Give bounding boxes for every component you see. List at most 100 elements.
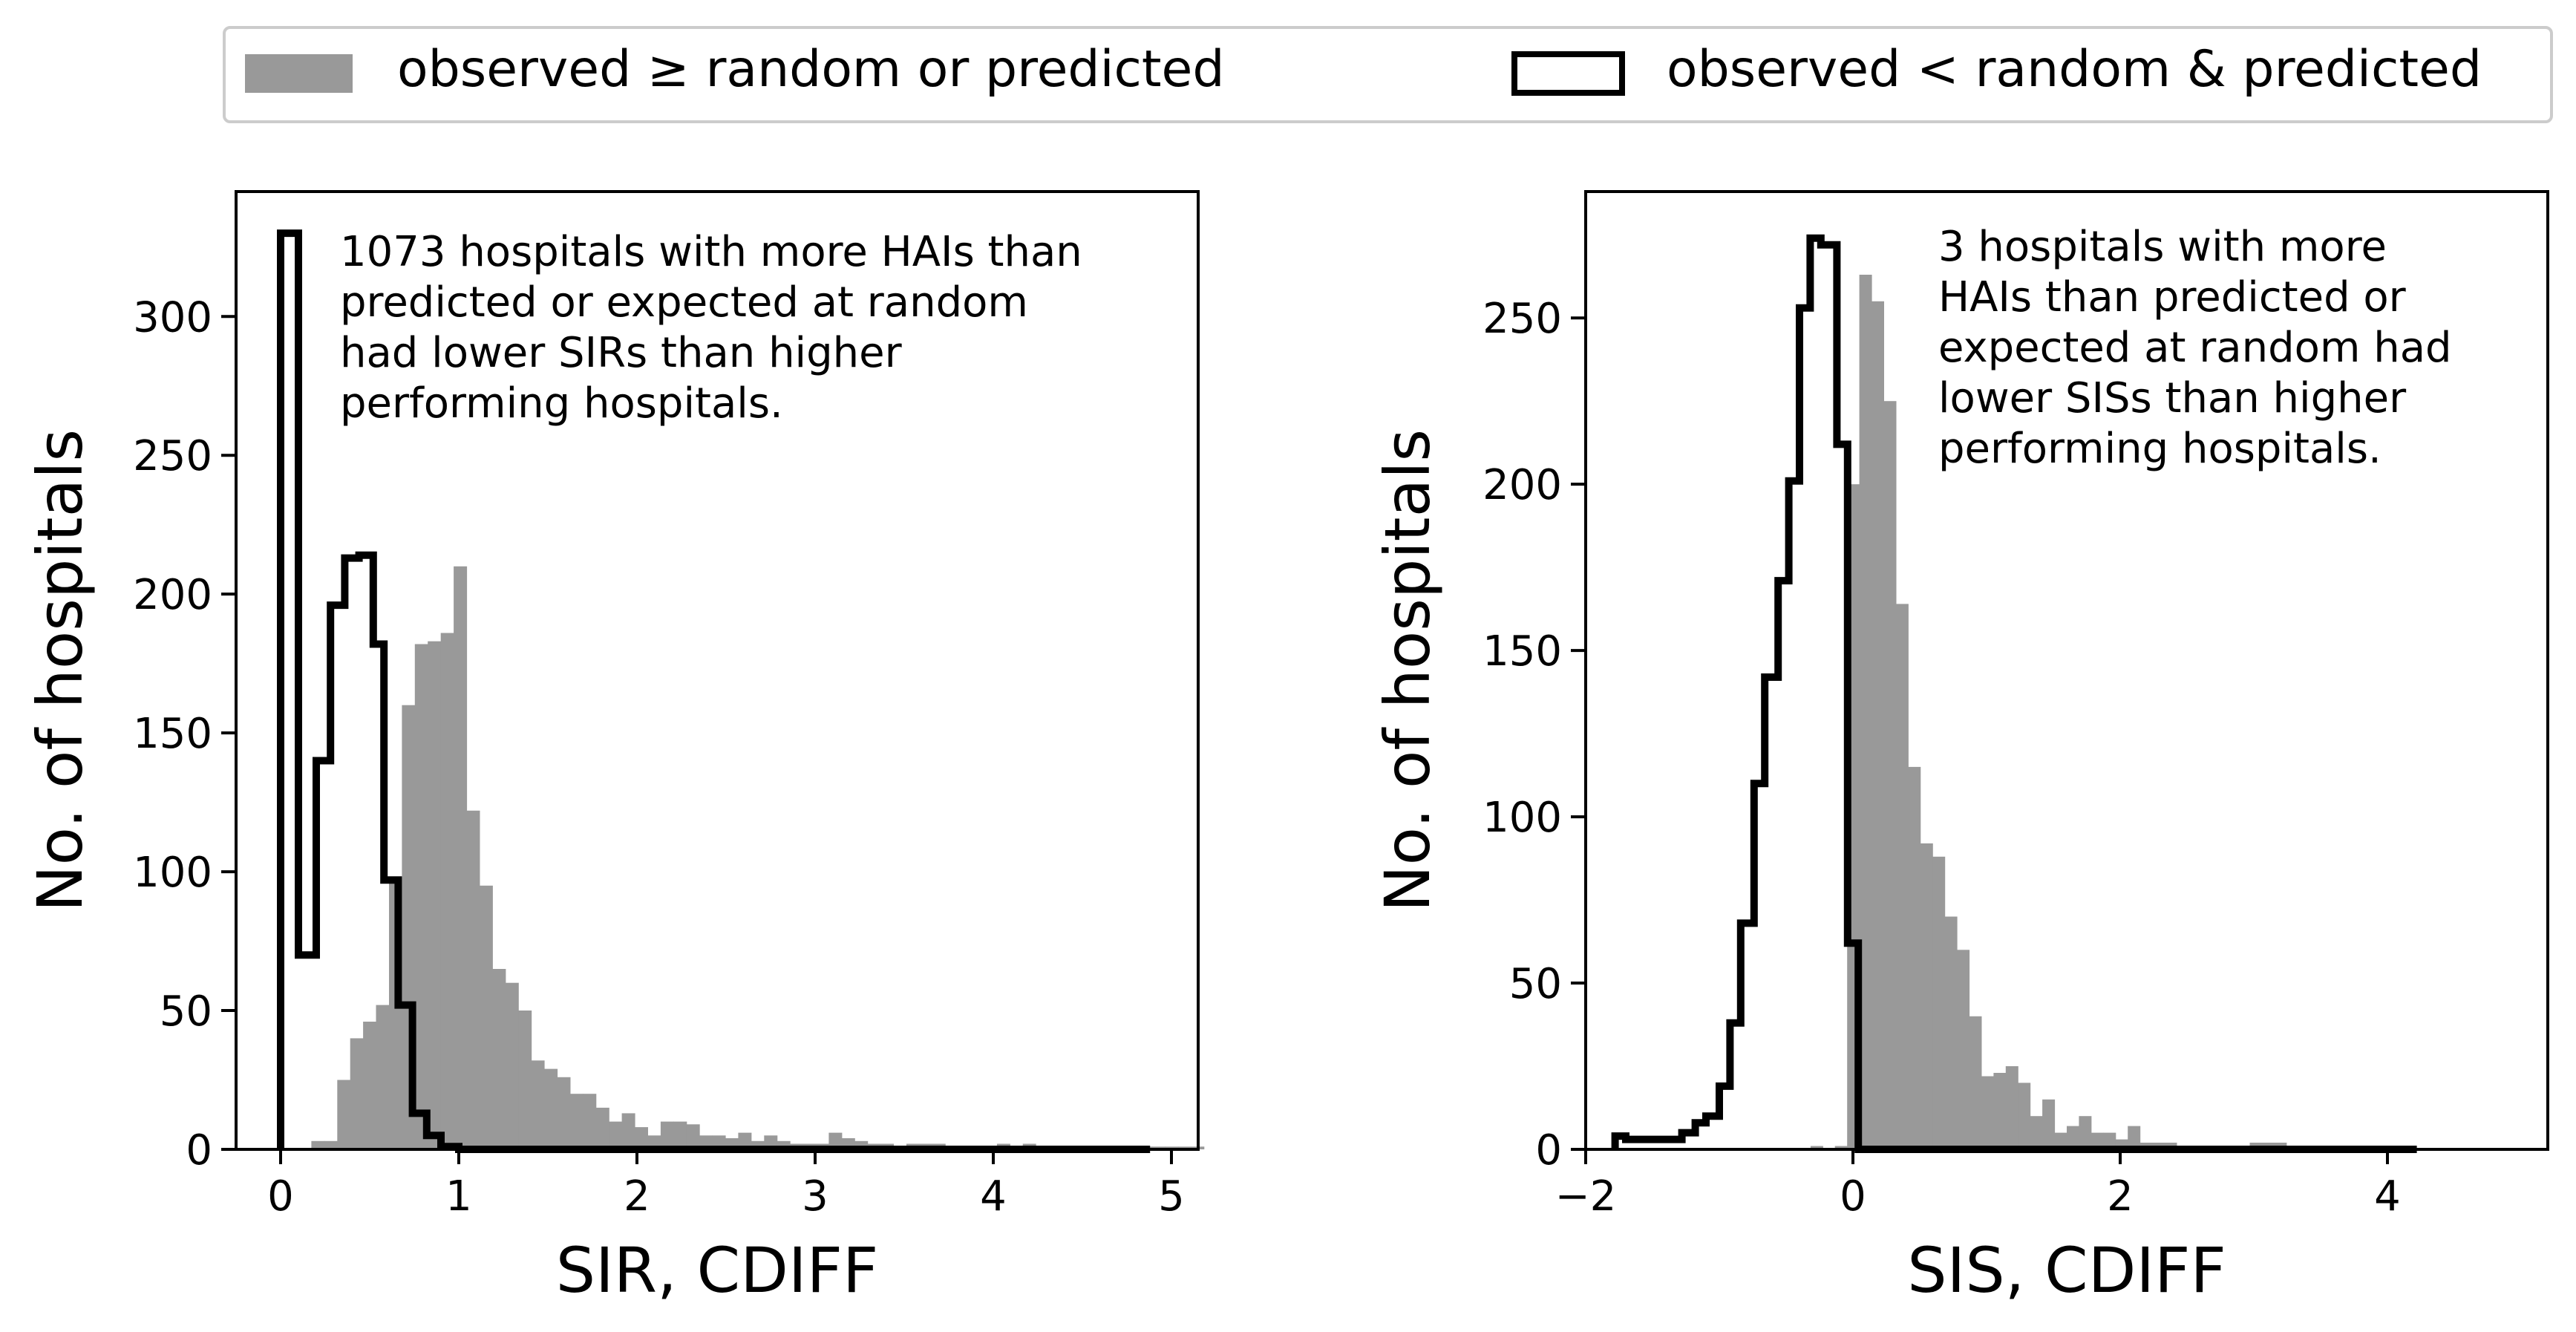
left-hist-bar: [777, 1140, 791, 1149]
right-y-tick-label: 200: [1482, 461, 1562, 509]
left-y-tick-label: 300: [133, 293, 212, 342]
right-hist-bar: [2042, 1099, 2056, 1149]
right-hist-bar: [1981, 1076, 1994, 1149]
left-x-ticks: 0 1 2 3 4 5: [267, 1149, 1185, 1221]
right-hist-bar: [2067, 1126, 2079, 1149]
right-hist-bar: [1969, 1016, 1982, 1149]
left-hist-bar: [518, 1011, 532, 1149]
left-hist-bar: [595, 1107, 609, 1149]
right-y-tick-label: 0: [1535, 1126, 1562, 1175]
left-hist-bar: [621, 1113, 635, 1149]
right-annotation-line: HAIs than predicted or: [1938, 273, 2407, 321]
left-step-outline: [277, 229, 1151, 1153]
right-hist-bar: [1920, 843, 1933, 1149]
left-hist-bar: [466, 810, 480, 1149]
left-hist-bar: [505, 982, 519, 1149]
right-hist-bar: [2090, 1132, 2104, 1149]
legend-swatch-outline: [1511, 51, 1625, 96]
left-x-tick-label: 2: [624, 1172, 650, 1221]
left-annotation: 1073 hospitals with more HAIs than predic…: [340, 228, 1082, 428]
right-hist-bar: [2079, 1116, 2092, 1149]
left-hist-bar: [311, 1140, 325, 1149]
left-x-tick-label: 3: [802, 1172, 828, 1221]
right-x-tick-label: 0: [1840, 1172, 1866, 1221]
left-histogram-panel: 0 1 2 3 4 5 0 50 100 150 200 250 300 SIR, CDIFF No.…: [24, 190, 1205, 1307]
left-y-axis-label: No. of hospitals: [24, 429, 97, 912]
left-hist-bar: [337, 1080, 351, 1149]
left-x-tick-label: 1: [445, 1172, 472, 1221]
right-annotation-line: 3 hospitals with more: [1938, 223, 2387, 271]
right-x-tick-label: 2: [2107, 1172, 2134, 1221]
right-annotation-line: expected at random had: [1938, 324, 2452, 372]
legend-frame: [223, 26, 2553, 123]
right-hist-bar: [1871, 301, 1884, 1149]
right-hist-bar: [1883, 401, 1897, 1149]
left-hist-bar: [376, 1005, 390, 1149]
left-hist-bar: [583, 1094, 597, 1149]
left-hist-bar: [414, 644, 428, 1149]
left-x-axis-label: SIR, CDIFF: [556, 1234, 879, 1307]
left-hist-bar: [557, 1077, 571, 1149]
right-annotation-line: lower SISs than higher: [1938, 374, 2407, 422]
left-annotation-line: 1073 hospitals with more HAIs than: [340, 228, 1082, 276]
left-filled-bars: [311, 566, 1205, 1149]
right-hist-bar: [2054, 1132, 2067, 1149]
right-x-ticks: −2 0 2 4: [1555, 1149, 2401, 1221]
left-hist-bar: [454, 566, 468, 1149]
left-hist-bar: [828, 1132, 843, 1149]
right-x-tick-label: 4: [2374, 1172, 2401, 1221]
right-y-tick-label: 100: [1482, 794, 1562, 842]
left-hist-bar: [544, 1068, 558, 1149]
right-x-axis-label: SIS, CDIFF: [1907, 1234, 2226, 1307]
legend-swatch-filled: [245, 54, 353, 93]
legend-label-filled: observed ≥ random or predicted: [397, 40, 1225, 99]
right-y-tick-label: 50: [1509, 960, 1562, 1008]
left-hist-bar: [673, 1121, 687, 1149]
left-hist-bar: [609, 1121, 623, 1149]
left-annotation-line: had lower SIRs than higher: [340, 329, 903, 377]
right-hist-bar: [1834, 1146, 1848, 1149]
left-hist-bar: [350, 1038, 364, 1149]
right-hist-bar: [1908, 766, 1921, 1149]
right-hist-bar: [1895, 604, 1909, 1149]
left-y-tick-label: 200: [133, 571, 212, 619]
left-y-tick-label: 100: [133, 849, 212, 897]
right-hist-bar: [1859, 275, 1872, 1149]
left-y-tick-label: 0: [186, 1126, 212, 1175]
left-hist-bar: [738, 1132, 752, 1149]
left-hist-bar: [531, 1060, 545, 1149]
left-y-tick-label: 50: [160, 987, 212, 1036]
right-hist-bar: [2128, 1126, 2141, 1149]
left-hist-bar: [479, 885, 493, 1149]
left-x-tick-label: 4: [980, 1172, 1007, 1221]
right-y-ticks: 0 50 100 150 200 250: [1482, 295, 1586, 1175]
right-hist-bar: [2005, 1066, 2018, 1149]
right-axes-frame: [1584, 190, 2549, 1151]
right-hist-bar: [2030, 1116, 2043, 1149]
left-y-ticks: 0 50 100 150 200 250 300: [133, 293, 236, 1175]
left-hist-bar: [492, 969, 506, 1149]
left-hist-bar: [440, 633, 454, 1149]
right-step-outline: [1611, 234, 2417, 1153]
left-y-tick-label: 150: [133, 710, 212, 758]
legend: observed ≥ random or predicted observed …: [223, 26, 2553, 123]
right-hist-bar: [1957, 950, 1970, 1150]
left-hist-bar: [751, 1140, 765, 1149]
right-annotation-line: performing hospitals.: [1938, 425, 2382, 473]
right-hist-bar: [1810, 1146, 1823, 1149]
right-hist-bar: [2018, 1083, 2031, 1149]
right-y-tick-label: 250: [1482, 295, 1562, 343]
left-annotation-line: predicted or expected at random: [340, 278, 1028, 327]
left-y-tick-label: 250: [133, 432, 212, 480]
right-hist-bar: [1932, 856, 1946, 1149]
left-hist-bar: [635, 1127, 648, 1149]
legend-label-outline: observed < random & predicted: [1667, 40, 2482, 99]
left-hist-bar: [324, 1140, 338, 1149]
left-x-tick-label: 5: [1158, 1172, 1185, 1221]
right-y-axis-label: No. of hospitals: [1371, 429, 1444, 912]
right-hist-bar: [1944, 916, 1958, 1149]
left-x-tick-label: 0: [267, 1172, 294, 1221]
left-hist-bar: [363, 1022, 377, 1149]
